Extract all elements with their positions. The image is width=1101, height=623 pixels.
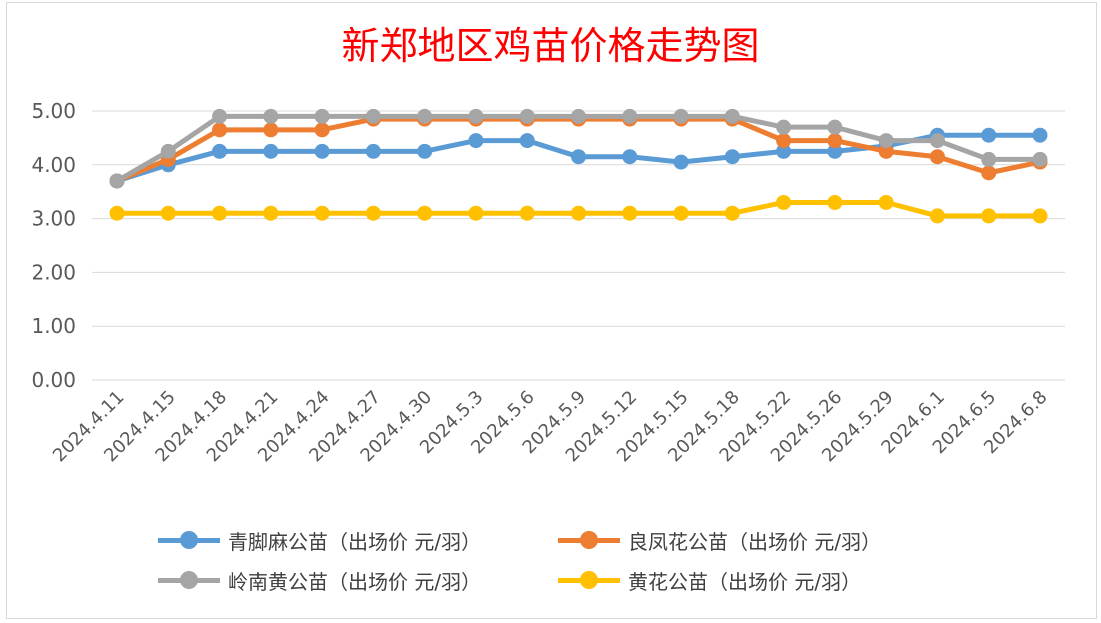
- legend-label-series-1: 青脚麻公苗（出场价 元/羽）: [228, 529, 482, 554]
- data-point: [160, 205, 176, 221]
- legend-label-series-4: 黄花公苗（出场价 元/羽）: [628, 569, 862, 594]
- data-point: [417, 205, 433, 221]
- data-point: [212, 122, 228, 138]
- data-point: [724, 205, 740, 221]
- legend-swatch-series-1: [158, 530, 220, 550]
- data-point: [468, 108, 484, 124]
- data-point: [365, 108, 381, 124]
- data-point: [365, 205, 381, 221]
- series-3: [109, 108, 1048, 189]
- data-point: [314, 205, 330, 221]
- data-point: [468, 133, 484, 149]
- legend-swatch-series-2: [558, 530, 620, 550]
- data-point: [981, 208, 997, 224]
- series-4: [109, 194, 1048, 224]
- data-point: [776, 143, 792, 159]
- data-point: [776, 194, 792, 210]
- data-point: [673, 154, 689, 170]
- data-point: [160, 143, 176, 159]
- y-tick-label: 4.00: [31, 153, 76, 177]
- data-point: [673, 205, 689, 221]
- legend-label-series-3: 岭南黄公苗（出场价 元/羽）: [228, 569, 482, 594]
- legend-item-series-2: 良凤花公苗（出场价 元/羽）: [558, 522, 881, 558]
- data-point: [929, 208, 945, 224]
- series-1: [109, 127, 1048, 189]
- y-tick-label: 3.00: [31, 207, 76, 231]
- data-point: [212, 143, 228, 159]
- data-point: [314, 122, 330, 138]
- data-point: [417, 108, 433, 124]
- data-point: [724, 149, 740, 165]
- data-point: [827, 143, 843, 159]
- data-point: [827, 194, 843, 210]
- data-point: [571, 108, 586, 124]
- data-point: [827, 119, 843, 135]
- legend-swatch-series-3: [158, 570, 220, 590]
- data-point: [622, 205, 638, 221]
- legend-swatch-series-4: [558, 570, 620, 590]
- legend: 青脚麻公苗（出场价 元/羽） 良凤花公苗（出场价 元/羽） 岭南黄公苗（出场价 …: [158, 522, 978, 602]
- data-point: [776, 133, 792, 149]
- data-point: [109, 173, 125, 189]
- legend-item-series-1: 青脚麻公苗（出场价 元/羽）: [158, 522, 481, 558]
- data-point: [827, 133, 843, 149]
- data-point: [1032, 151, 1048, 167]
- data-point: [1032, 127, 1048, 143]
- data-point: [673, 108, 689, 124]
- legend-item-series-3: 岭南黄公苗（出场价 元/羽）: [158, 562, 481, 598]
- data-point: [878, 194, 894, 210]
- data-point: [878, 143, 894, 159]
- data-point: [109, 205, 125, 221]
- data-point: [263, 143, 279, 159]
- data-point: [519, 108, 535, 124]
- data-point: [519, 133, 535, 149]
- data-point: [776, 119, 792, 135]
- y-tick-label: 1.00: [31, 314, 76, 338]
- y-tick-label: 2.00: [31, 260, 76, 284]
- data-point: [365, 143, 381, 159]
- data-point: [263, 108, 279, 124]
- data-point: [878, 133, 894, 149]
- data-point: [929, 149, 945, 165]
- data-point: [212, 205, 228, 221]
- data-point: [519, 205, 535, 221]
- data-point: [212, 108, 228, 124]
- data-point: [622, 149, 638, 165]
- data-point: [263, 205, 279, 221]
- data-point: [571, 205, 586, 221]
- y-tick-label: 0.00: [31, 368, 76, 392]
- data-point: [981, 127, 997, 143]
- data-point: [314, 108, 330, 124]
- data-point: [724, 108, 740, 124]
- data-point: [468, 205, 484, 221]
- legend-label-series-2: 良凤花公苗（出场价 元/羽）: [628, 529, 882, 554]
- data-point: [981, 151, 997, 167]
- data-point: [263, 122, 279, 138]
- chart-title: 新郑地区鸡苗价格走势图: [341, 24, 760, 68]
- data-point: [981, 165, 997, 181]
- data-point: [622, 108, 638, 124]
- chart-area: [6, 2, 1097, 619]
- data-point: [571, 149, 586, 165]
- legend-item-series-4: 黄花公苗（出场价 元/羽）: [558, 562, 861, 598]
- data-point: [1032, 208, 1048, 224]
- data-point: [314, 143, 330, 159]
- data-point: [417, 143, 433, 159]
- y-tick-label: 5.00: [31, 99, 76, 123]
- data-point: [929, 133, 945, 149]
